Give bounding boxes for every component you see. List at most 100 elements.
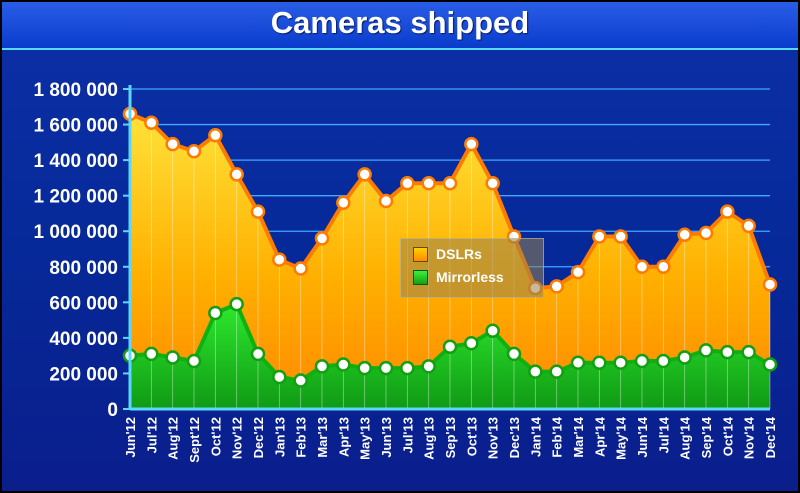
point-dslrs xyxy=(357,167,372,182)
point-mirrorless xyxy=(208,305,223,321)
x-tick-label: Nov'12 xyxy=(230,417,245,459)
y-tick-label: 1 400 000 xyxy=(33,151,118,172)
point-mirrorless xyxy=(250,346,266,362)
legend: DSLRs Mirrorless xyxy=(400,238,544,298)
x-tick-label: May'14 xyxy=(614,416,629,460)
x-tick-label: Jul'13 xyxy=(400,417,415,453)
x-tick-label: May'13 xyxy=(358,417,373,460)
point-dslrs xyxy=(378,193,394,209)
x-tick-label: Apr'14 xyxy=(592,416,607,457)
legend-label-mirrorless: Mirrorless xyxy=(436,269,504,285)
point-dslrs xyxy=(698,225,714,241)
point-dslrs xyxy=(464,136,479,152)
y-tick-label: 400 000 xyxy=(49,329,118,350)
point-mirrorless xyxy=(528,364,543,379)
x-tick-label: Feb'14 xyxy=(550,416,565,457)
x-tick-label: Jun'12 xyxy=(123,417,138,458)
x-tick-label: Aug'14 xyxy=(678,416,693,460)
point-dslrs xyxy=(549,279,564,294)
point-dslrs xyxy=(165,136,180,152)
point-dslrs xyxy=(208,127,223,143)
y-tick-label: 1 000 000 xyxy=(33,222,118,243)
point-dslrs xyxy=(720,204,735,219)
area-mirrorless xyxy=(130,304,770,409)
y-tick-label: 600 000 xyxy=(49,293,118,314)
point-dslrs xyxy=(250,204,266,219)
x-tick-label: Aug'13 xyxy=(422,417,437,460)
point-mirrorless xyxy=(378,360,394,376)
y-tick-label: 1 800 000 xyxy=(33,80,118,101)
point-mirrorless xyxy=(741,344,756,360)
legend-label-dslrs: DSLRs xyxy=(436,246,482,262)
point-mirrorless xyxy=(549,364,564,379)
point-dslrs xyxy=(485,175,500,191)
point-mirrorless xyxy=(592,355,607,371)
chart-title: Cameras shipped xyxy=(270,5,530,40)
point-mirrorless xyxy=(293,373,308,388)
x-tick-label: Mar'14 xyxy=(571,416,586,457)
point-dslrs xyxy=(272,252,287,267)
point-dslrs xyxy=(314,231,330,246)
point-mirrorless xyxy=(272,369,287,385)
point-mirrorless xyxy=(186,353,202,369)
x-tick-label: Dec'13 xyxy=(507,417,522,458)
x-tick-label: Jun'13 xyxy=(379,417,394,458)
point-mirrorless xyxy=(421,359,436,374)
point-dslrs xyxy=(229,167,244,182)
x-tick-label: Sep'14 xyxy=(699,416,714,458)
point-dslrs xyxy=(762,277,778,292)
x-tick-label: Aug'12 xyxy=(166,417,181,460)
point-mirrorless xyxy=(442,339,458,355)
point-mirrorless xyxy=(762,357,778,372)
point-mirrorless xyxy=(144,346,159,362)
point-mirrorless xyxy=(634,353,650,369)
x-tick-label: Nov'14 xyxy=(742,416,757,459)
y-tick-label: 0 xyxy=(107,400,118,421)
point-mirrorless xyxy=(400,360,415,376)
y-tick-label: 200 000 xyxy=(49,364,118,385)
point-dslrs xyxy=(613,229,628,244)
point-mirrorless xyxy=(229,296,244,312)
legend-swatch-dslrs xyxy=(413,246,428,262)
x-tick-label: Dec'14 xyxy=(763,416,778,458)
point-mirrorless xyxy=(656,353,671,369)
x-tick-label: Dec'12 xyxy=(251,417,266,458)
point-dslrs xyxy=(570,264,586,280)
legend-item-mirrorless: Mirrorless xyxy=(413,267,504,287)
point-mirrorless xyxy=(336,357,351,372)
x-tick-label: Nov'13 xyxy=(486,417,501,459)
legend-item-dslrs: DSLRs xyxy=(413,244,482,264)
x-tick-label: Jul'14 xyxy=(656,416,671,453)
x-tick-label: Jan'13 xyxy=(272,417,287,457)
point-mirrorless xyxy=(570,355,586,371)
point-dslrs xyxy=(293,261,308,276)
point-dslrs xyxy=(421,175,436,191)
point-dslrs xyxy=(677,227,692,243)
x-tick-label: Sep'13 xyxy=(443,417,458,458)
point-mirrorless xyxy=(698,343,714,358)
title-bar xyxy=(2,2,798,50)
point-dslrs xyxy=(144,115,159,131)
point-mirrorless xyxy=(506,346,522,362)
point-mirrorless xyxy=(357,360,372,376)
point-mirrorless xyxy=(677,350,692,365)
x-tick-label: Feb'13 xyxy=(294,417,309,458)
point-dslrs xyxy=(400,175,415,191)
x-tick-label: Jan'14 xyxy=(528,416,543,457)
point-dslrs xyxy=(186,143,202,159)
point-dslrs xyxy=(634,259,650,275)
x-tick-label: Jun'14 xyxy=(635,416,650,457)
point-mirrorless xyxy=(720,344,735,360)
point-dslrs xyxy=(336,195,351,211)
x-tick-label: Oct'13 xyxy=(464,417,479,456)
x-tick-label: Jul'12 xyxy=(144,417,159,453)
y-tick-label: 800 000 xyxy=(49,258,118,279)
x-tick-label: Oct'14 xyxy=(720,416,735,456)
x-tick-label: Sept'12 xyxy=(187,417,202,463)
point-mirrorless xyxy=(613,355,628,371)
y-tick-label: 1 200 000 xyxy=(33,187,118,208)
x-tick-label: Apr'13 xyxy=(336,417,351,457)
legend-swatch-mirrorless xyxy=(413,269,428,285)
point-dslrs xyxy=(442,175,458,191)
